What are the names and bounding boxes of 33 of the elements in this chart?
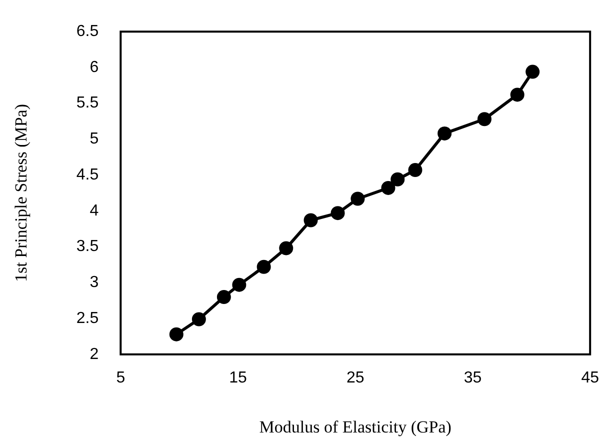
point	[526, 64, 540, 79]
point	[477, 112, 492, 126]
point	[216, 290, 231, 304]
x-tick-label: 5	[116, 369, 126, 386]
y-tick-label: 3.5	[76, 238, 99, 256]
y-tick-label: 5	[90, 130, 99, 148]
point	[169, 327, 184, 342]
y-tick-label: 4.5	[76, 166, 99, 184]
x-axis-title: Modulus of Elasticity (GPa)	[259, 417, 452, 436]
y-tick-label: 2.5	[76, 310, 99, 327]
y-tick-label: 5.5	[76, 94, 99, 112]
point	[438, 126, 452, 140]
y-tick-label: 3	[90, 274, 99, 292]
y-tick-label: 6	[90, 58, 99, 76]
point	[408, 163, 422, 178]
y-tick-label: 2	[90, 346, 99, 363]
point	[390, 172, 405, 186]
point	[330, 206, 345, 220]
y-tick-label: 4	[90, 202, 99, 220]
x-tick-label: 15	[229, 369, 248, 386]
point	[304, 213, 318, 228]
y-axis-title: 1st Principle Stress (MPa)	[12, 104, 31, 282]
y-tick-label: 6.5	[76, 23, 99, 40]
point	[256, 260, 271, 274]
point	[381, 180, 396, 195]
point	[192, 312, 206, 326]
x-tick-label: 25	[346, 369, 364, 386]
point	[232, 278, 246, 292]
point	[510, 88, 524, 102]
x-tick-label: 45	[581, 369, 600, 386]
point	[279, 241, 294, 256]
point	[350, 192, 365, 206]
x-tick-label: 35	[464, 369, 482, 386]
